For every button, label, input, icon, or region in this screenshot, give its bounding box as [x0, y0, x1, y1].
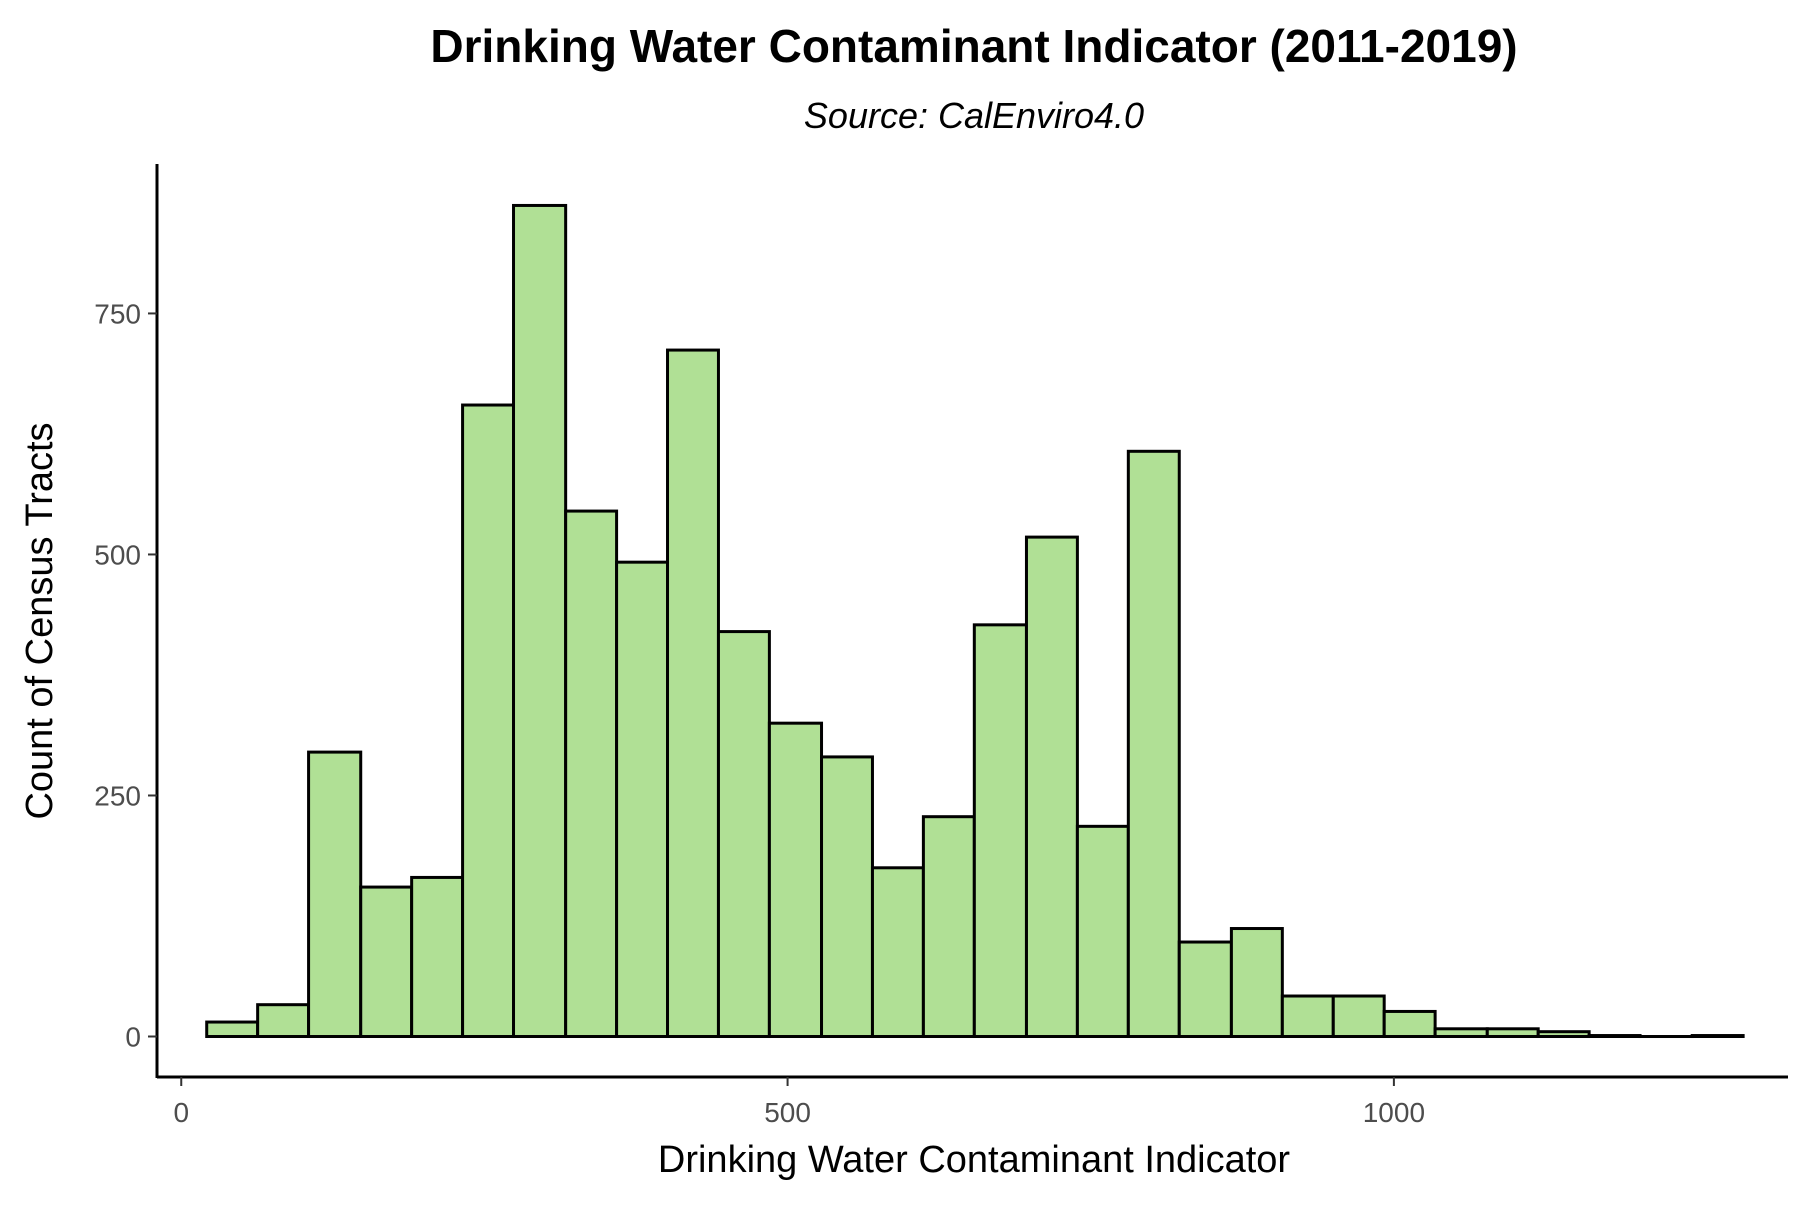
chart-title: Drinking Water Contaminant Indicator (20…: [430, 20, 1517, 72]
x-axis-title: Drinking Water Contaminant Indicator: [658, 1139, 1291, 1181]
histogram-bar-8: [617, 562, 668, 1036]
histogram-bar-15: [974, 625, 1026, 1037]
x-tick-label: 500: [764, 1097, 811, 1128]
histogram-bar-10: [718, 632, 769, 1037]
histogram-bar-26: [1538, 1032, 1589, 1037]
histogram-bar-21: [1282, 996, 1333, 1036]
histogram-bar-19: [1179, 942, 1231, 1036]
histogram-bar-25: [1487, 1029, 1538, 1037]
histogram-bar-5: [463, 405, 514, 1036]
histogram-bar-14: [923, 817, 974, 1037]
histogram-bar-3: [361, 887, 412, 1036]
histogram-bar-29: [1692, 1036, 1743, 1037]
y-tick-label: 500: [94, 539, 141, 570]
histogram-bar-4: [412, 877, 463, 1036]
histogram-bar-23: [1384, 1011, 1435, 1036]
histogram-bar-2: [309, 752, 361, 1036]
bars-group: [207, 205, 1743, 1036]
histogram-bar-6: [514, 205, 566, 1036]
histogram-bar-18: [1128, 451, 1179, 1036]
histogram-bar-7: [566, 511, 617, 1036]
y-tick-label: 250: [94, 780, 141, 811]
histogram-bar-24: [1435, 1029, 1487, 1037]
histogram-bar-11: [769, 723, 821, 1036]
chart-subtitle: Source: CalEnviro4.0: [804, 95, 1144, 136]
histogram-bar-22: [1333, 996, 1384, 1036]
y-axis: 0 250 500 750: [94, 164, 157, 1078]
histogram-bar-27: [1589, 1036, 1640, 1037]
histogram-bar-17: [1077, 826, 1128, 1036]
x-tick-label: 1000: [1363, 1097, 1425, 1128]
histogram-bar-20: [1231, 929, 1282, 1037]
y-tick-label: 0: [125, 1022, 141, 1053]
histogram-bar-1: [258, 1005, 309, 1037]
y-axis-title: Count of Census Tracts: [19, 422, 61, 819]
histogram-bar-9: [668, 350, 719, 1036]
y-tick-label: 750: [94, 298, 141, 329]
histogram-bar-16: [1026, 537, 1077, 1036]
histogram-bar-0: [207, 1022, 258, 1036]
x-axis: 0 500 1000: [157, 1077, 1788, 1128]
x-tick-label: 0: [173, 1097, 189, 1128]
histogram-bar-13: [872, 868, 923, 1037]
histogram-bar-12: [822, 757, 873, 1037]
